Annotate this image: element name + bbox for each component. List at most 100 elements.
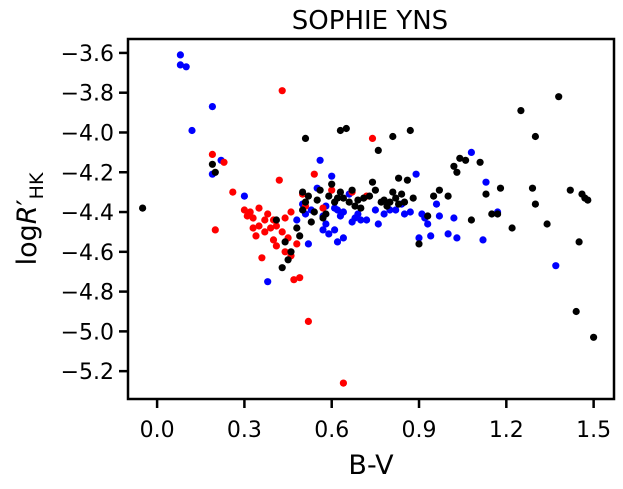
data-point — [272, 242, 280, 250]
data-point — [278, 264, 286, 272]
data-point — [374, 146, 382, 154]
y-tick-label: −4.2 — [61, 161, 114, 186]
data-point — [249, 214, 257, 222]
data-point — [188, 126, 196, 135]
data-point — [462, 156, 470, 164]
data-point — [139, 204, 147, 212]
data-point — [531, 132, 540, 141]
data-point — [313, 196, 321, 204]
data-point — [467, 148, 475, 156]
data-point — [322, 210, 330, 218]
data-point — [380, 210, 388, 218]
data-point — [403, 176, 411, 184]
data-point — [264, 210, 272, 218]
data-point — [296, 232, 304, 240]
data-point — [450, 214, 458, 222]
data-point — [354, 210, 362, 218]
data-point — [357, 204, 365, 212]
data-point — [301, 198, 310, 206]
data-point — [552, 262, 560, 270]
data-point — [406, 126, 414, 135]
chart-title: SOPHIE YNS — [292, 6, 448, 36]
data-point — [316, 156, 324, 164]
data-point — [409, 194, 417, 202]
x-axis-label: B-V — [348, 450, 394, 481]
data-point — [299, 188, 307, 196]
data-point — [176, 51, 184, 59]
y-tick-label: −4.6 — [61, 241, 114, 266]
data-point — [258, 254, 266, 262]
data-point — [304, 240, 312, 248]
x-tick-label: 1.5 — [576, 418, 611, 443]
data-point — [328, 186, 336, 194]
y-tick-label: −3.8 — [61, 82, 114, 107]
data-point — [386, 198, 394, 206]
data-point — [339, 194, 347, 202]
data-point — [348, 186, 356, 194]
data-point — [450, 162, 458, 170]
data-point — [208, 160, 216, 168]
data-point — [427, 232, 435, 240]
y-axis-ticks: −3.6 −3.8 −4.0 −4.2 −4.4 −4.6 −4.8 −5.0 −5.2 — [61, 42, 128, 385]
data-point — [368, 134, 377, 142]
data-point — [275, 176, 283, 184]
data-point — [278, 87, 286, 95]
data-point — [444, 230, 452, 238]
data-point — [246, 208, 254, 216]
data-point — [211, 226, 219, 234]
data-point — [281, 248, 289, 256]
data-point — [572, 307, 580, 316]
data-point — [342, 124, 350, 133]
data-point — [269, 236, 278, 244]
y-tick-label: −4.4 — [61, 201, 114, 226]
data-point — [456, 154, 464, 162]
y-label-var: R — [12, 205, 43, 224]
data-point — [528, 184, 537, 192]
data-point — [354, 196, 362, 204]
data-point — [360, 194, 368, 202]
data-point — [575, 238, 583, 246]
data-point — [351, 202, 359, 210]
data-point — [331, 226, 339, 234]
data-point — [261, 228, 269, 236]
data-point — [307, 218, 315, 226]
data-point — [261, 216, 269, 224]
data-point — [368, 178, 377, 186]
data-point — [325, 192, 333, 200]
data-point — [336, 126, 344, 135]
data-point — [584, 196, 592, 204]
data-point — [389, 132, 397, 141]
data-point — [229, 188, 237, 196]
data-point — [389, 188, 397, 196]
data-point — [517, 107, 525, 115]
x-tick-label: 0.6 — [314, 418, 349, 443]
data-point — [287, 248, 295, 256]
data-point — [453, 234, 461, 242]
data-point — [267, 224, 275, 232]
data-point — [220, 158, 228, 166]
data-point — [293, 240, 301, 248]
y-tick-label: −5.2 — [61, 360, 114, 385]
y-tick-label: −3.6 — [61, 42, 114, 67]
data-point — [319, 226, 327, 234]
y-tick-label: −5.0 — [61, 320, 114, 345]
data-point — [415, 234, 423, 242]
data-point — [482, 190, 490, 198]
data-point — [208, 103, 216, 111]
y-tick-label: −4.8 — [61, 281, 114, 306]
data-point — [555, 93, 563, 101]
data-point — [395, 200, 403, 208]
data-point — [304, 317, 312, 325]
data-point — [339, 208, 347, 216]
data-point — [380, 196, 388, 204]
data-point — [479, 236, 487, 244]
y-label-prime: ′ — [12, 199, 43, 205]
data-point — [287, 208, 295, 216]
data-point — [339, 379, 347, 387]
data-point — [398, 190, 406, 198]
data-point — [476, 158, 484, 166]
data-point — [424, 220, 432, 228]
data-point — [319, 204, 327, 212]
data-point — [281, 238, 289, 246]
